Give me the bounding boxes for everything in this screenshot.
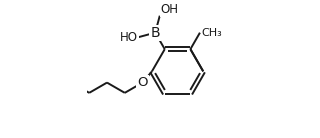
Text: HO: HO bbox=[120, 31, 138, 44]
Text: B: B bbox=[150, 26, 160, 40]
Text: CH₃: CH₃ bbox=[201, 28, 222, 38]
Text: OH: OH bbox=[161, 3, 179, 16]
Text: O: O bbox=[137, 76, 148, 89]
